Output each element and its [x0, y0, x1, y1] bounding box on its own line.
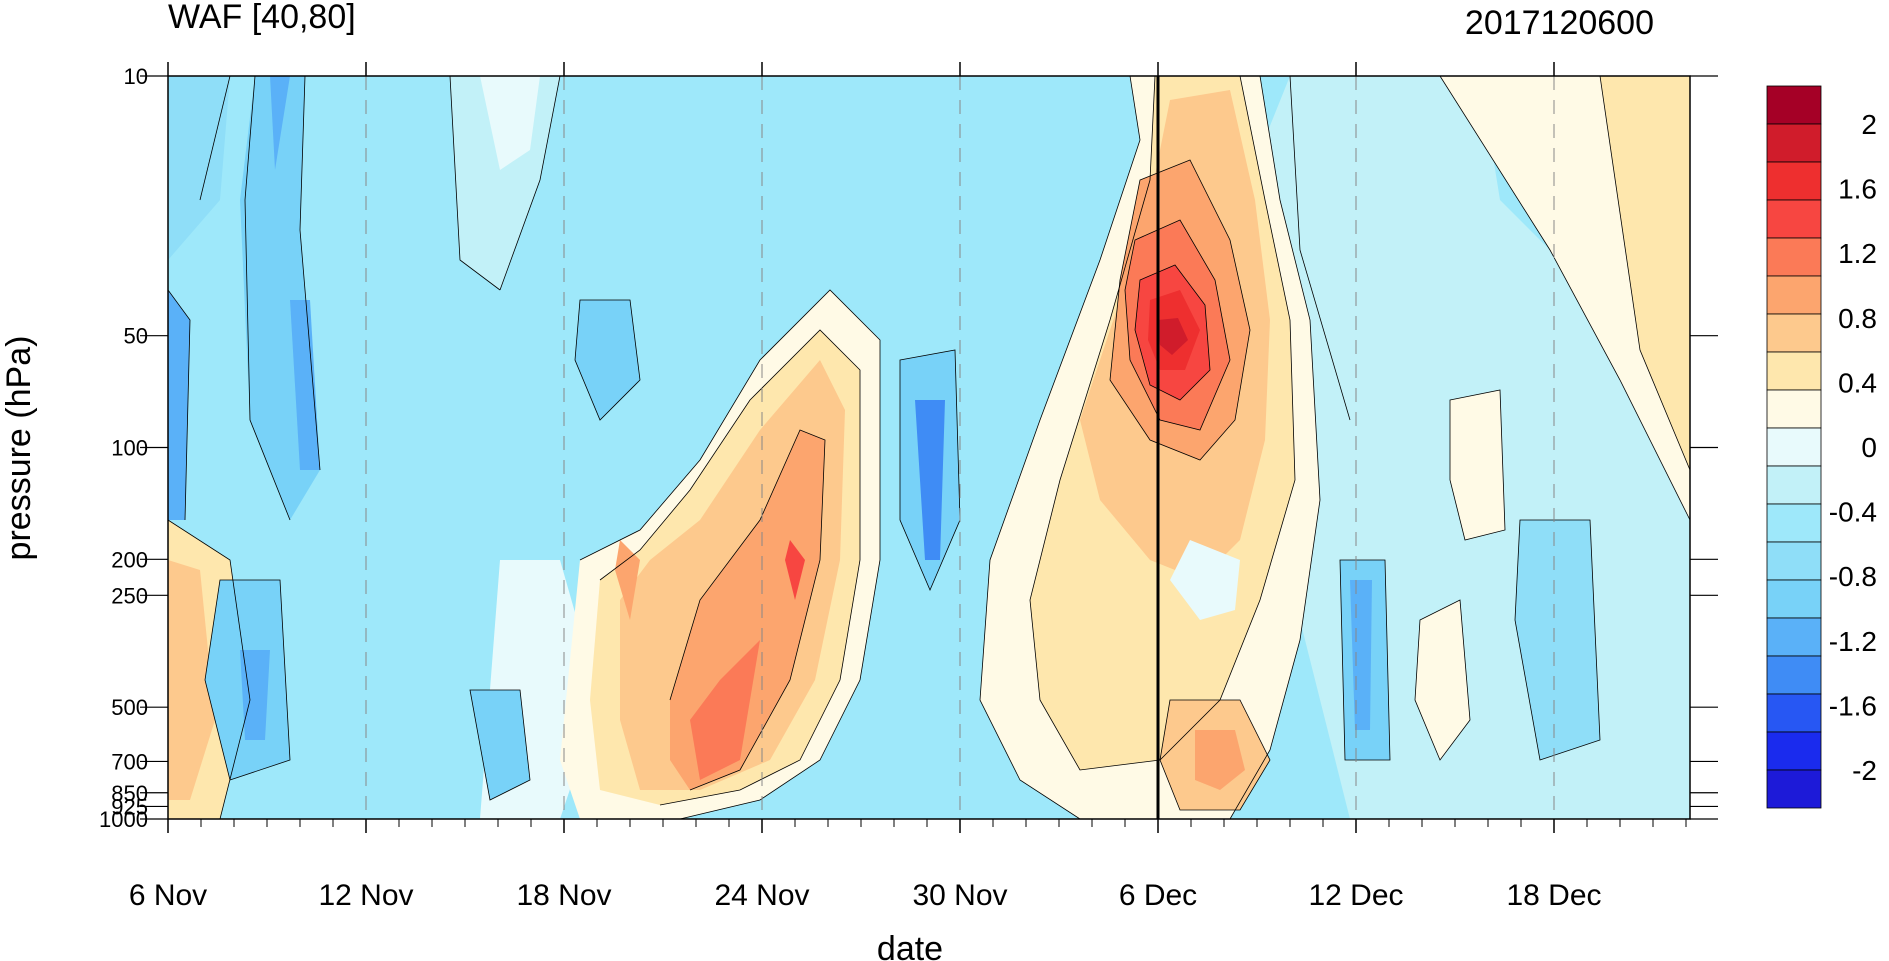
colorbar-swatch [1766, 503, 1822, 543]
y-tick-label: 700 [111, 749, 148, 774]
colorbar-label: 1.6 [1838, 174, 1877, 205]
colorbar-label: -1.2 [1829, 626, 1877, 657]
colorbar-label: 0.4 [1838, 367, 1877, 398]
contour-field [168, 76, 1690, 819]
field-warm-r [1415, 600, 1470, 760]
field-region-m [168, 290, 190, 520]
field-warm-g [615, 540, 640, 620]
y-tick-label: 250 [111, 583, 148, 608]
y-tick-label: 500 [111, 695, 148, 720]
field-region-v [1515, 520, 1600, 760]
y-tick-label: 100 [111, 436, 148, 461]
x-tick-label: 18 Dec [1506, 879, 1601, 912]
colorbar-swatch [1766, 237, 1822, 277]
colorbar-swatch [1766, 313, 1822, 353]
date-gridlines [365, 76, 1555, 819]
colorbar-label: -1.6 [1829, 690, 1877, 721]
x-tick-label: 12 Dec [1308, 879, 1403, 912]
colorbar-swatch [1766, 427, 1822, 467]
colorbar: 2 1.6 1.2 0.8 0.4 0 -0.4 -0.8 -1.2 -1.6 -2 [1766, 85, 1877, 809]
colorbar-swatch [1766, 161, 1822, 201]
field-cool-pocket [1170, 540, 1240, 620]
x-tick-label: 6 Nov [129, 879, 207, 912]
contour-lines [168, 76, 1690, 819]
colorbar-swatch [1766, 351, 1822, 391]
x-tick-label: 30 Nov [912, 879, 1007, 912]
y-tick-label: 50 [124, 324, 148, 349]
colorbar-swatch [1766, 199, 1822, 239]
field-warm-f [785, 540, 805, 600]
colorbar-label: -0.4 [1829, 497, 1877, 528]
y-tick-label: 925 [111, 794, 148, 819]
colorbar-swatch [1766, 275, 1822, 315]
colorbar-label: 1.2 [1838, 238, 1877, 269]
colorbar-swatch [1766, 655, 1822, 695]
colorbar-swatch [1766, 465, 1822, 505]
x-tick-label: 18 Nov [516, 879, 611, 912]
y-tick-label: 1000 [99, 807, 148, 832]
field-warm-o [1158, 318, 1188, 355]
colorbar-swatch [1766, 731, 1822, 771]
chart-title: WAF [40,80] [168, 0, 356, 36]
field-region-r [915, 400, 945, 560]
colorbar-label: 2 [1861, 109, 1877, 140]
colorbar-swatch [1766, 579, 1822, 619]
field-region-k [270, 76, 290, 170]
colorbar-label: 0.8 [1838, 303, 1877, 334]
colorbar-swatch [1766, 693, 1822, 733]
colorbar-swatch [1766, 389, 1822, 429]
field-region-a [168, 76, 230, 260]
x-tick-label: 24 Nov [714, 879, 809, 912]
colorbar-label: -2 [1852, 755, 1877, 786]
x-axis-ticks: 6 Nov 12 Nov 18 Nov 24 Nov 30 Nov 6 Dec 12 Dec… [129, 62, 1687, 912]
y-tick-label: 200 [111, 547, 148, 572]
x-tick-label: 6 Dec [1119, 879, 1197, 912]
colorbar-swatch [1766, 85, 1822, 125]
field-warm-e [690, 640, 760, 780]
field-region-o [240, 650, 270, 740]
colorbar-label: -0.8 [1829, 561, 1877, 592]
y-tick-label: 850 [111, 781, 148, 806]
x-tick-label: 12 Nov [318, 879, 413, 912]
field-region-p [575, 300, 640, 420]
field-region-c [480, 76, 540, 170]
field-warm-q [1195, 730, 1245, 790]
y-tick-label: 10 [124, 64, 148, 89]
colorbar-swatch [1766, 617, 1822, 657]
colorbar-label: 0 [1861, 432, 1877, 463]
x-axis-label: date [877, 930, 943, 961]
colorbar-swatch [1766, 769, 1822, 809]
chart-subtitle: 2017120600 [1465, 4, 1654, 42]
colorbar-swatch [1766, 541, 1822, 581]
field-region-h [168, 560, 215, 800]
y-axis-label: pressure (hPa) [0, 336, 38, 561]
field-region-f [1600, 76, 1690, 470]
colorbar-swatch [1766, 123, 1822, 163]
field-region-l [290, 300, 320, 470]
field-warm-s [1450, 390, 1505, 540]
